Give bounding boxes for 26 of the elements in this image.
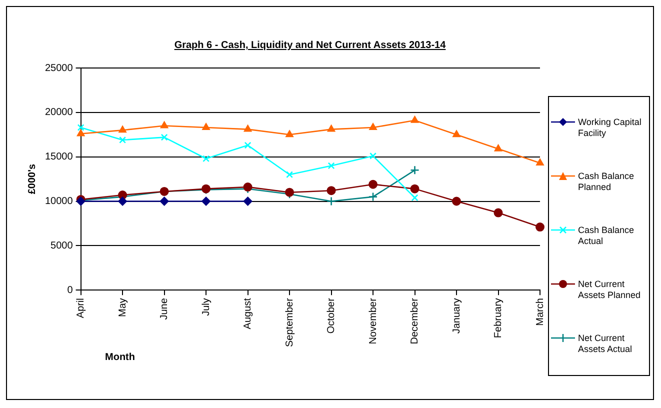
x-axis-title: Month — [105, 352, 135, 363]
x-tick-label: October — [326, 297, 338, 334]
x-tick-label: July — [200, 298, 212, 316]
legend-label: Cash Balance Actual — [578, 225, 636, 247]
legend-label: Working Capital Facility — [578, 117, 642, 139]
legend-label: Cash Balance Planned — [578, 171, 636, 193]
legend-label: Net Current Assets Planned — [578, 279, 642, 301]
y-axis-title: £000's — [26, 164, 38, 194]
x-tick-label: February — [493, 298, 504, 338]
x-tick-label: August — [242, 298, 254, 330]
y-tick-label: 10000 — [44, 196, 74, 207]
x-tick-label: March — [534, 298, 546, 326]
x-tick-label: December — [410, 297, 421, 344]
x-tick-label: April — [76, 298, 87, 318]
y-tick-label: 25000 — [44, 62, 74, 74]
y-tick-label: 0 — [67, 284, 74, 296]
x-tick-label: January — [451, 298, 462, 334]
x-tick-label: June — [159, 298, 170, 320]
chart-title: Graph 6 - Cash, Liquidity and Net Current Assets 2013-14 — [173, 40, 447, 51]
y-tick-label: 15000 — [44, 152, 74, 163]
x-tick-label: September — [284, 297, 296, 348]
x-tick-label: May — [117, 298, 128, 317]
legend-label: Net Current Assets Actual — [578, 333, 634, 355]
x-tick-label: November — [368, 297, 379, 344]
y-tick-label: 5000 — [50, 240, 74, 252]
y-tick-label: 20000 — [44, 107, 74, 118]
